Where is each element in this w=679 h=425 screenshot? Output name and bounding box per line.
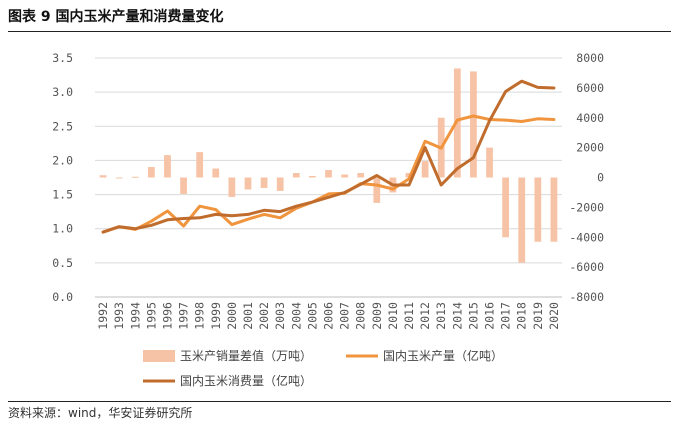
- left-axis-ticks: 0.0 0.5 1.0 1.5 2.0 2.5 3.0 3.5: [52, 51, 73, 304]
- x-axis-ticks: 1992 1993 1994 1995 1996 1997 1998 1999 2000 2001…: [96, 302, 561, 330]
- figure-title: 图表 9 国内玉米产量和消费量变化: [8, 9, 224, 25]
- left-tick-label: 2.5: [52, 119, 73, 133]
- bar: [309, 176, 316, 178]
- bar: [131, 176, 139, 178]
- x-tick-label: 1998: [193, 302, 207, 330]
- right-tick-label: 0: [597, 171, 604, 185]
- bar: [244, 177, 252, 190]
- x-tick-label: 2006: [322, 302, 336, 330]
- legend: 玉米产销量差值（万吨） 国内玉米产量（亿吨） 国内玉米消费量（亿吨）: [143, 348, 503, 388]
- legend-label: 玉米产销量差值（万吨）: [180, 348, 312, 363]
- right-tick-label: -2000: [569, 200, 604, 214]
- right-tick-label: 2000: [576, 141, 604, 155]
- x-tick-label: 2020: [547, 302, 561, 330]
- source-note: 资料来源：wind，华安证券研究所: [8, 406, 193, 420]
- bar: [534, 177, 542, 242]
- x-tick-label: 2000: [225, 302, 239, 330]
- source-rule: [8, 401, 671, 402]
- right-tick-label: 6000: [576, 81, 604, 95]
- x-tick-label: 1996: [160, 302, 174, 330]
- x-tick-label: 2001: [241, 302, 255, 330]
- bar: [373, 177, 381, 203]
- x-tick-label: 2002: [257, 302, 271, 330]
- legend-label: 国内玉米消费量（亿吨）: [180, 373, 312, 388]
- left-tick-label: 3.0: [52, 85, 73, 99]
- bar: [260, 177, 268, 188]
- x-tick-label: 2015: [466, 302, 480, 330]
- bar: [550, 177, 558, 242]
- x-tick-label: 2017: [499, 302, 513, 330]
- x-tick-label: 2011: [402, 302, 416, 330]
- x-tick-label: 2013: [434, 302, 448, 330]
- x-tick-label: 2016: [483, 302, 497, 330]
- left-tick-label: 2.0: [52, 153, 73, 167]
- left-tick-label: 3.5: [52, 51, 73, 65]
- x-tick-label: 2018: [515, 302, 529, 330]
- bar: [470, 71, 477, 178]
- x-tick-label: 1995: [144, 302, 158, 330]
- bar-series: [99, 68, 558, 263]
- x-tick-label: 1997: [177, 302, 191, 330]
- right-tick-label: -4000: [569, 230, 604, 244]
- left-tick-label: 0.5: [52, 256, 73, 270]
- bar: [115, 177, 123, 179]
- right-tick-label: -6000: [569, 260, 604, 274]
- right-tick-label: 8000: [576, 51, 604, 65]
- bar: [164, 155, 171, 178]
- x-tick-label: 2003: [273, 302, 287, 330]
- x-tick-label: 2019: [531, 302, 545, 330]
- right-axis-ticks: -8000 -6000 -4000 -2000 0 2000 4000 6000 8000: [569, 51, 604, 304]
- bar: [325, 170, 332, 178]
- legend-swatch: [143, 350, 175, 362]
- x-tick-label: 2009: [370, 302, 384, 330]
- bar: [212, 168, 220, 178]
- x-tick-label: 2004: [289, 302, 303, 330]
- right-tick-label: -8000: [569, 290, 604, 304]
- x-tick-label: 2010: [386, 302, 400, 330]
- production-line: [101, 114, 556, 234]
- bar: [341, 174, 348, 178]
- title-rule: [8, 31, 671, 32]
- right-tick-label: 4000: [576, 111, 604, 125]
- bar: [276, 177, 284, 191]
- bar: [180, 177, 187, 194]
- x-tick-label: 1992: [96, 302, 110, 330]
- x-tick-label: 2014: [450, 302, 464, 330]
- bar: [518, 177, 526, 263]
- bar: [228, 177, 236, 197]
- bar: [502, 177, 510, 238]
- line-series: [101, 79, 556, 234]
- left-tick-label: 1.5: [52, 188, 73, 202]
- bar: [421, 161, 429, 178]
- legend-label: 国内玉米产量（亿吨）: [383, 348, 503, 363]
- x-tick-label: 2008: [354, 302, 368, 330]
- bar: [196, 152, 204, 178]
- bar: [147, 167, 155, 178]
- x-tick-label: 1999: [209, 302, 223, 330]
- bar: [292, 173, 300, 178]
- consumption-line: [101, 79, 556, 234]
- bar: [357, 173, 365, 178]
- left-tick-label: 1.0: [52, 222, 73, 236]
- x-tick-label: 2007: [338, 302, 352, 330]
- x-tick-label: 1994: [128, 302, 142, 330]
- x-tick-label: 2012: [418, 302, 432, 330]
- left-tick-label: 0.0: [52, 290, 73, 304]
- x-tick-label: 1993: [112, 302, 126, 330]
- bar: [486, 147, 493, 178]
- bar: [99, 175, 107, 178]
- x-tick-label: 2005: [305, 302, 319, 330]
